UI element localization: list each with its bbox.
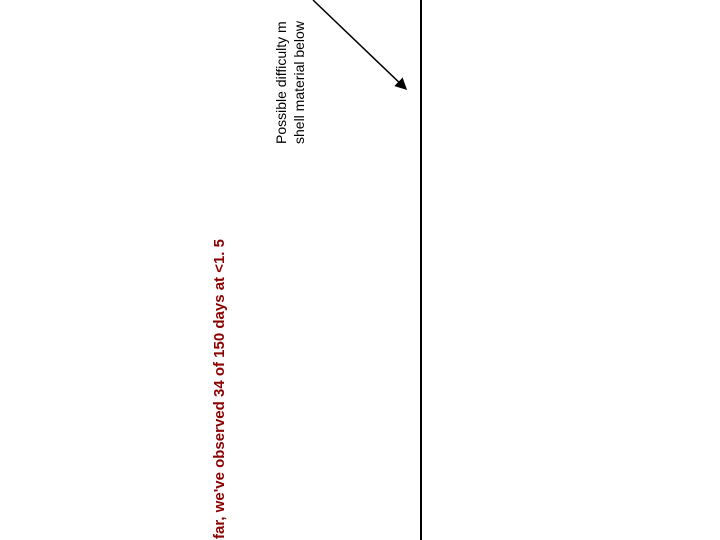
annotation-label: Possible difficulty m shell material bel… (272, 21, 308, 144)
annotation-arrow (0, 0, 720, 540)
annotation-line1: Possible difficulty m (272, 21, 290, 144)
observation-label: far, we've observed 34 of 150 days at <1… (211, 239, 228, 539)
annotation-line2: shell material below (290, 21, 308, 144)
vertical-divider-line (420, 0, 422, 540)
